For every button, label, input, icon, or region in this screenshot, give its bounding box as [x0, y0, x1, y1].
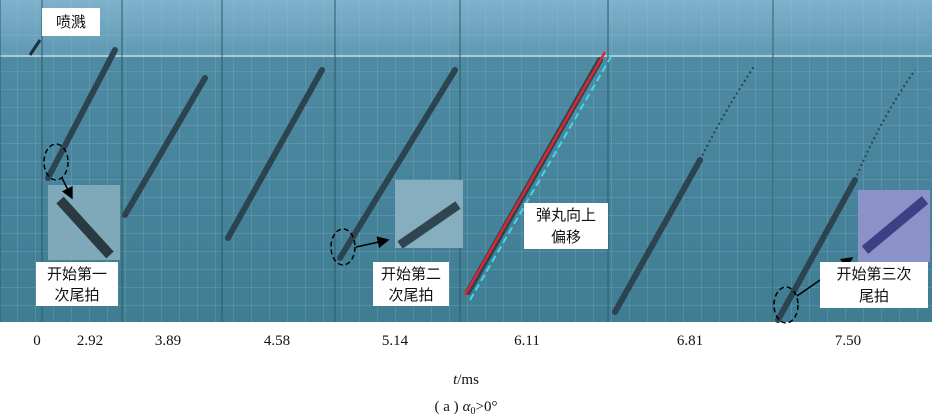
caption-label: ( a ) [435, 399, 459, 415]
annotation: 开始第三次 [836, 265, 911, 283]
grid-overlay [608, 0, 773, 322]
photo-strip [0, 0, 932, 322]
time-label: 2.92 [77, 333, 103, 349]
axis-unit: /ms [457, 372, 479, 388]
annotation: 开始第二 [381, 265, 441, 283]
annotation: 次尾拍 [388, 286, 433, 304]
time-label: 3.89 [155, 333, 181, 349]
time-label: 7.50 [835, 333, 861, 349]
annotation: 次尾拍 [54, 286, 99, 304]
time-label: 6.11 [514, 333, 540, 349]
figure: 喷溅 开始第一 次尾拍 开始第二 次尾拍 弹丸向上 偏移 开始第三次 尾拍 t/… [0, 0, 932, 419]
annotation: 喷溅 [56, 13, 86, 31]
caption: ( a )α0>0° [435, 399, 498, 417]
caption-condition: >0° [476, 399, 498, 415]
annotation: 弹丸向上 [536, 206, 596, 224]
annotation: 偏移 [551, 228, 581, 246]
time-label: 6.81 [677, 333, 703, 349]
axis-label: t/ms [453, 372, 479, 388]
time-label: 4.58 [264, 333, 290, 349]
grid-overlay [222, 0, 335, 322]
grid-overlay [460, 0, 608, 322]
annotation: 尾拍 [859, 287, 889, 305]
time-label: 0 [33, 333, 41, 349]
grid-overlay [122, 0, 222, 322]
time-label: 5.14 [382, 333, 409, 349]
annotation: 开始第一 [47, 265, 107, 283]
